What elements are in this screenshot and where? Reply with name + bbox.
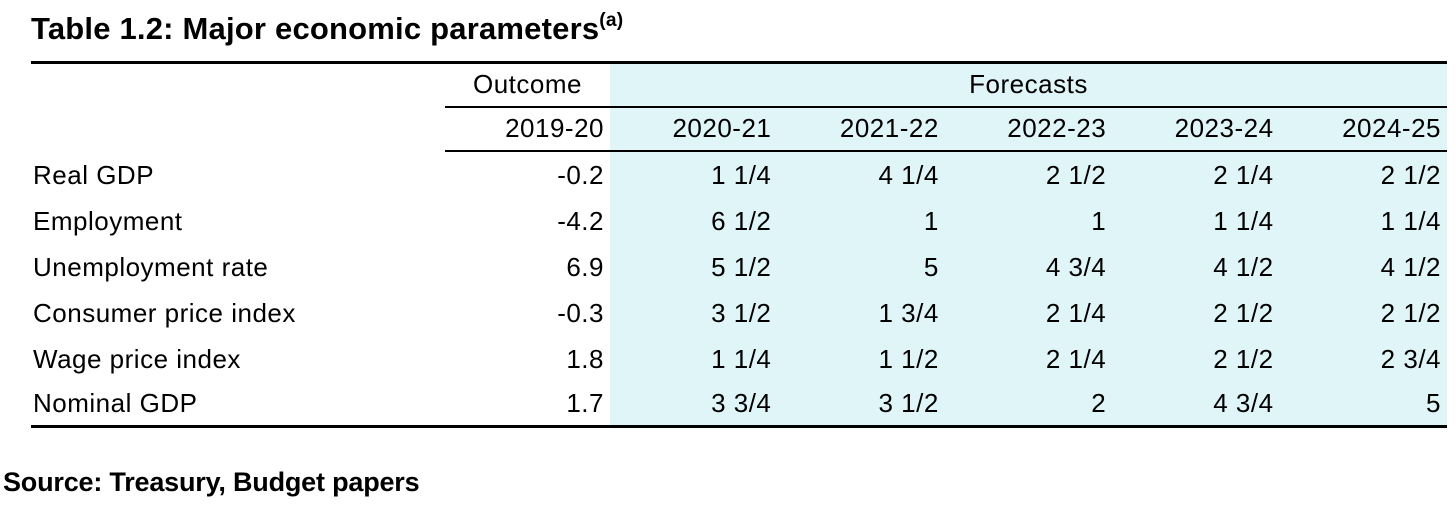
outcome-value: -4.2 [557, 205, 604, 236]
year-header-forecast-1: 2020-21 [610, 106, 778, 152]
outcome-value: 1.7 [445, 380, 610, 428]
outcome-group-header: Outcome [445, 62, 610, 108]
forecast-value: 1 [944, 196, 1113, 243]
forecast-value: 2 3/4 [1279, 334, 1447, 381]
year-header-forecast-3: 2022-23 [944, 106, 1113, 152]
table-title-footnote-marker: (a) [599, 9, 624, 31]
year-header-forecast-5: 2024-25 [1279, 106, 1447, 152]
forecast-value: 1 1/4 [610, 334, 778, 381]
forecast-value: 1 1/4 [610, 150, 778, 197]
forecast-value: 2 [944, 380, 1113, 428]
table-row: Nominal GDP 1.7 3 3/4 3 1/2 2 4 3/4 5 [31, 380, 1447, 428]
outcome-value: -0.3 [557, 297, 604, 328]
source-note: Source: Treasury, Budget papers [3, 467, 420, 497]
forecast-value: 1 1/4 [1112, 196, 1280, 243]
forecast-value: 2 1/2 [1279, 288, 1447, 335]
forecast-value: 2 1/4 [1112, 150, 1280, 197]
forecasts-group-header: Forecasts [610, 62, 1447, 108]
forecast-value: 3 1/2 [777, 380, 945, 428]
year-header-forecast-4: 2023-24 [1112, 106, 1280, 152]
forecast-value: 2 1/2 [1112, 288, 1280, 335]
forecast-value: 2 1/2 [944, 150, 1113, 197]
forecast-value: 2 1/4 [944, 334, 1113, 381]
forecast-value: 2 1/2 [1112, 334, 1280, 381]
forecast-value: 2 1/2 [1279, 150, 1447, 197]
table-row: Wage price index 1.8 1 1/4 1 1/2 2 1/4 2… [31, 334, 1447, 381]
year-header-forecast-2: 2021-22 [777, 106, 945, 152]
row-label: Unemployment rate [33, 251, 269, 282]
forecast-value: 5 [1279, 380, 1447, 428]
forecast-value: 6 1/2 [610, 196, 778, 243]
year-header-outcome: 2019-20 [445, 106, 610, 152]
row-label: Consumer price index [33, 297, 296, 328]
outcome-value: 1.8 [566, 343, 604, 374]
forecast-value: 1 1/2 [777, 334, 945, 381]
table-row: Unemployment rate 6.9 5 1/2 5 4 3/4 4 1/… [31, 242, 1447, 289]
forecast-value: 5 1/2 [610, 242, 778, 289]
forecast-value: 1 1/4 [1279, 196, 1447, 243]
forecast-value: 5 [777, 242, 945, 289]
forecast-value: 2 1/4 [944, 288, 1113, 335]
group-header-spacer [31, 63, 445, 107]
forecast-value: 4 1/4 [777, 150, 945, 197]
outcome-value: -0.2 [557, 159, 604, 190]
group-header-row: Outcome Forecasts [31, 62, 1447, 108]
year-header-row: 2019-20 2020-21 2021-22 2022-23 2023-24 … [31, 106, 1447, 152]
row-label: Nominal GDP [31, 380, 445, 428]
forecast-value: 4 3/4 [944, 242, 1113, 289]
forecast-value: 3 1/2 [610, 288, 778, 335]
economic-parameters-table: Outcome Forecasts 2019-20 2020-21 2021-2… [31, 61, 1447, 428]
year-header-spacer [31, 107, 445, 151]
table-row: Real GDP -0.2 1 1/4 4 1/4 2 1/2 2 1/4 2 … [31, 150, 1447, 197]
forecast-value: 1 3/4 [777, 288, 945, 335]
forecast-value: 4 3/4 [1112, 380, 1280, 428]
table-title: Table 1.2: Major economic parameters(a) [31, 9, 624, 47]
table-row: Consumer price index -0.3 3 1/2 1 3/4 2 … [31, 288, 1447, 335]
forecast-value: 1 [777, 196, 945, 243]
table-row: Employment -4.2 6 1/2 1 1 1 1/4 1 1/4 [31, 196, 1447, 243]
row-label: Employment [33, 205, 183, 236]
forecast-value: 3 3/4 [610, 380, 778, 428]
table-title-text: Table 1.2: Major economic parameters [31, 11, 600, 46]
forecast-value: 4 1/2 [1279, 242, 1447, 289]
forecast-value: 4 1/2 [1112, 242, 1280, 289]
row-label: Wage price index [33, 343, 241, 374]
outcome-value: 6.9 [566, 251, 604, 282]
row-label: Real GDP [33, 159, 155, 190]
